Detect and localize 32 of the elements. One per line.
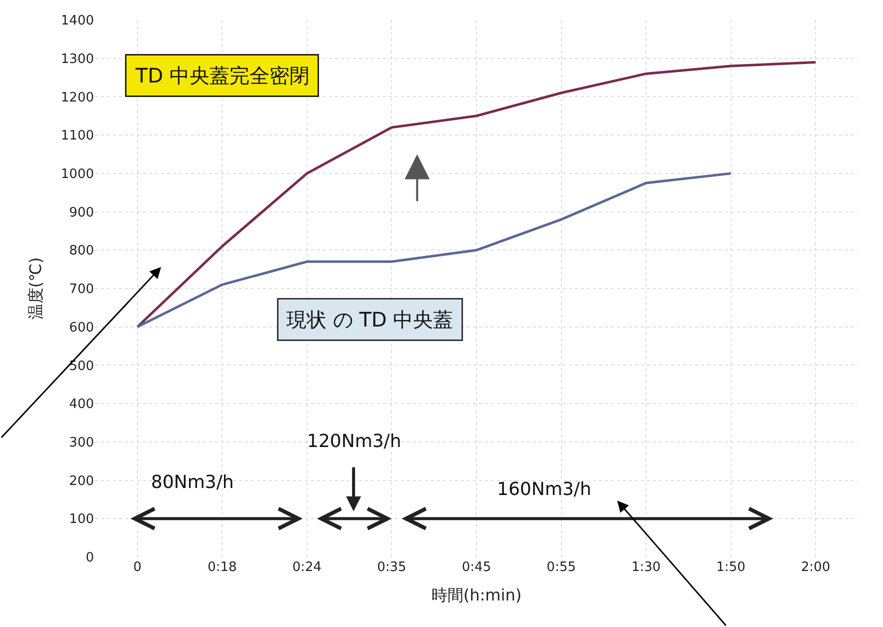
y-tick-label: 200 [69, 474, 94, 489]
line-series [136, 60, 817, 328]
x-axis-title: 時間(h:min) [431, 586, 522, 605]
x-tick-label: 0:18 [208, 560, 237, 575]
y-tick-label: 300 [69, 435, 94, 450]
x-tick-label: 0:35 [377, 560, 406, 575]
annotation: 80Nm3/h [151, 472, 234, 493]
line-series [136, 172, 732, 328]
y-tick-label: 1300 [60, 52, 94, 67]
x-tick-label: 1:30 [631, 560, 661, 575]
x-tick-label: 0:55 [546, 560, 576, 575]
x-tick-label: 0:45 [462, 560, 492, 575]
annotation: 160Nm3/h [497, 479, 592, 500]
annotation: 120Nm3/h [307, 431, 402, 452]
y-tick-label: 700 [69, 282, 94, 298]
y-tick-label: 600 [69, 320, 94, 336]
y-tick-label: 1100 [60, 128, 94, 144]
y-tick-label: 400 [69, 397, 94, 412]
x-tick-label: 0 [133, 560, 142, 575]
x-tick-label: 2:00 [801, 560, 830, 575]
y-tick-label: 800 [69, 244, 94, 259]
y-tick-label: 1000 [60, 166, 94, 182]
annotation: TD 中央蓋完全密閉 [134, 64, 310, 88]
annotation: 現状 の TD 中央蓋 [286, 308, 454, 332]
x-tick-label: 1:50 [716, 560, 746, 575]
x-tick-label: 0:24 [292, 560, 322, 575]
y-tick-label: 1200 [60, 90, 94, 106]
y-tick-label: 500 [69, 358, 94, 374]
y-tick-label: 900 [69, 205, 94, 220]
y-tick-label: 100 [69, 512, 94, 528]
y-axis-title: 温度(℃) [26, 257, 45, 320]
y-tick-label: 1400 [60, 14, 94, 29]
